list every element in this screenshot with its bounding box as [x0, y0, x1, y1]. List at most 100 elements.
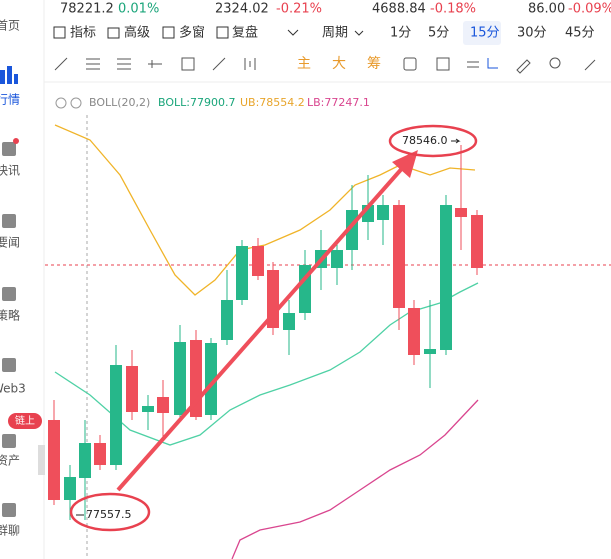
interval-active-bg — [463, 21, 501, 45]
indicator-ub: UB:78554.2 — [240, 96, 305, 109]
badge-text: 链上 — [15, 414, 35, 427]
interval-button[interactable]: 5分 — [428, 26, 449, 41]
toolbar-button[interactable]: 指标 — [70, 26, 96, 41]
annotations: 78546.0 77557.5 — [69, 124, 478, 532]
legend-icon[interactable] — [70, 97, 82, 109]
toolbar: 指标 高级 多窗 复盘 周期 1分 5分 15分 30分 45分 — [53, 21, 595, 45]
ticker-price[interactable]: 86.00 — [528, 2, 565, 17]
nav-item[interactable]: 要闻 — [0, 236, 20, 250]
draw-tool[interactable] — [54, 57, 68, 71]
candle-body — [79, 443, 91, 478]
notification-dot — [13, 138, 19, 144]
indicator-lb: LB:77247.1 — [307, 96, 370, 109]
indicator-boll: BOLL:77900.7 — [158, 96, 235, 109]
overlay-tool[interactable]: 大 — [332, 56, 346, 72]
candle-body — [440, 205, 452, 350]
candle-body — [94, 443, 106, 465]
candle-body — [393, 205, 405, 308]
nav-item[interactable]: 首页 — [0, 19, 20, 33]
toolbar-button[interactable]: 周期 — [322, 26, 348, 41]
ticker-change: -0.21% — [276, 2, 322, 17]
candle-body — [221, 300, 233, 340]
tool-icon — [53, 26, 66, 39]
highlight-ellipse — [388, 124, 478, 158]
interval-button[interactable]: 1分 — [390, 26, 411, 41]
nav-icon — [2, 287, 16, 301]
collapse-handle[interactable] — [38, 445, 45, 475]
draw-tool[interactable] — [516, 59, 531, 74]
dropdown-icon[interactable] — [287, 29, 299, 36]
candle-body — [252, 246, 264, 276]
draw-tool-active[interactable] — [487, 58, 498, 69]
ticker-bar: 78221.2 0.01% 2324.02 -0.21% 4688.84 -0.… — [60, 2, 611, 17]
trend-arrow — [116, 163, 407, 492]
ticker-price[interactable]: 2324.02 — [215, 2, 269, 17]
draw-tool[interactable] — [584, 59, 596, 71]
nav-item[interactable]: 群聊 — [0, 524, 20, 538]
arrow-head — [392, 150, 418, 178]
drawing-toolbar — [54, 57, 596, 74]
candle-body — [110, 365, 122, 465]
draw-tool[interactable] — [436, 57, 450, 71]
nav-icon — [2, 142, 16, 156]
candle-body — [64, 477, 76, 500]
nav-item[interactable]: 资产 — [0, 454, 20, 468]
draw-tool[interactable] — [86, 58, 100, 70]
nav-item[interactable]: 快讯 — [0, 164, 20, 178]
nav-icon — [2, 358, 16, 372]
candle-body — [48, 420, 60, 500]
nav-icon — [7, 66, 12, 84]
interval-button[interactable]: 45分 — [565, 26, 595, 41]
nav-item[interactable]: Web3 — [0, 382, 26, 396]
legend-icon[interactable] — [55, 97, 67, 109]
draw-tool[interactable] — [467, 61, 479, 68]
overlay-tool[interactable]: 筹 — [367, 55, 381, 72]
boll-lower — [231, 399, 479, 559]
highlight-ellipse — [69, 492, 151, 532]
interval-button[interactable]: 30分 — [517, 26, 547, 41]
interval-button-active[interactable]: 15分 — [470, 26, 500, 41]
tool-icon — [162, 26, 175, 39]
toolbar-button[interactable]: 多窗 — [179, 25, 205, 41]
draw-tool[interactable] — [549, 57, 561, 69]
ticker-change: 0.01% — [118, 2, 159, 17]
toolbar-button[interactable]: 复盘 — [232, 25, 258, 41]
ticker-price[interactable]: 78221.2 — [60, 2, 114, 17]
candle-body — [471, 215, 483, 268]
low-label: 77557.5 — [86, 508, 132, 521]
indicator-name: BOLL(20,2) — [89, 96, 150, 109]
high-label: 78546.0 — [402, 134, 448, 147]
arrow-icon — [451, 138, 461, 144]
nav-item-active[interactable]: 行情 — [0, 93, 20, 107]
draw-tool[interactable] — [181, 57, 195, 71]
candle-body — [174, 342, 186, 415]
candle-body — [377, 205, 389, 220]
draw-tool[interactable] — [117, 58, 131, 70]
candle-body — [283, 313, 295, 330]
ticker-change: -0.09% — [568, 2, 611, 17]
draw-tool[interactable] — [244, 58, 256, 70]
nav-icon — [14, 74, 18, 84]
draw-tool[interactable] — [212, 57, 226, 71]
nav-icon — [2, 214, 16, 228]
candle-body — [142, 406, 154, 412]
tool-icon — [216, 26, 229, 39]
indicator-legend: BOLL(20,2) BOLL:77900.7 UB:78554.2 LB:77… — [55, 96, 370, 109]
draw-tool[interactable] — [148, 60, 162, 68]
sidebar: 首页 行情 快讯 要闻 策略 Web3 链上 资产 群聊 — [0, 0, 45, 559]
overlay-tool[interactable]: 主 — [297, 56, 311, 72]
candle-body — [331, 250, 343, 268]
dropdown-icon — [354, 30, 364, 36]
tool-icon — [107, 27, 120, 39]
ticker-price[interactable]: 4688.84 — [372, 2, 426, 17]
toolbar-button[interactable]: 高级 — [124, 25, 150, 41]
nav-icon — [0, 70, 5, 84]
draw-tool[interactable] — [403, 57, 417, 71]
candle-body — [157, 397, 169, 413]
badge — [8, 413, 42, 429]
nav-icon — [2, 503, 16, 517]
candle-body — [236, 246, 248, 300]
nav-item[interactable]: 策略 — [0, 308, 20, 323]
candle-body — [205, 343, 217, 415]
ticker-change: -0.18% — [430, 2, 476, 17]
